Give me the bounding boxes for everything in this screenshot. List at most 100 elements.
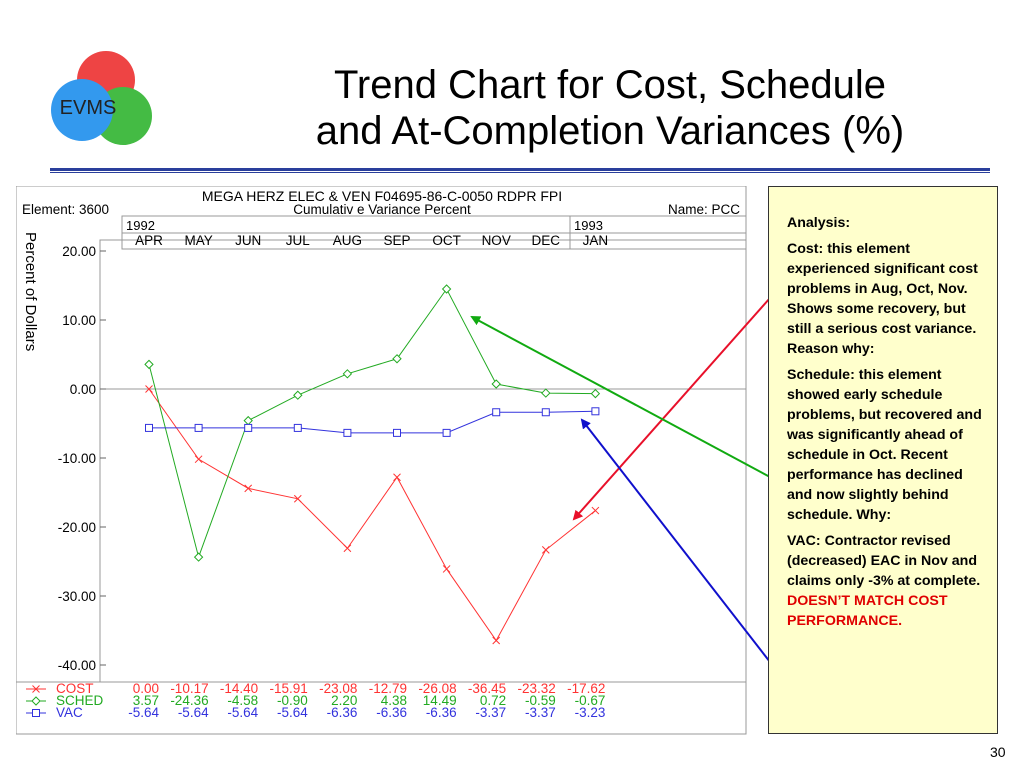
y-tick-label: 10.00 xyxy=(62,313,96,328)
sched-point xyxy=(590,388,601,399)
vac-value-label: -6.36 xyxy=(327,705,358,720)
sched-point xyxy=(193,552,204,562)
vac-point xyxy=(145,423,153,432)
cost-value-label: -17.62 xyxy=(567,681,605,696)
sched-value-label: -0.90 xyxy=(277,693,308,708)
sched-value-label: 14.49 xyxy=(423,693,457,708)
slide-title: Trend Chart for Cost, Schedule and At-Co… xyxy=(240,62,980,154)
sched-legend-name: SCHED xyxy=(56,693,104,708)
cost-point xyxy=(343,544,352,553)
vac-value-label: -6.36 xyxy=(376,705,407,720)
y-tick-label: -40.00 xyxy=(58,658,96,673)
month-label-nov: NOV xyxy=(482,233,511,248)
vac-point xyxy=(492,408,501,417)
vac-value-label: -5.64 xyxy=(227,705,258,720)
sched-value-label: 0.72 xyxy=(480,693,506,708)
vac-legend-name: VAC xyxy=(56,705,83,720)
vac-point xyxy=(541,408,550,417)
schedule-arrow xyxy=(470,316,771,478)
cost-arrow xyxy=(572,297,771,521)
sched-value-label: 2.20 xyxy=(331,693,357,708)
cost-value-label: -23.08 xyxy=(319,681,357,696)
vac-value-label: -3.37 xyxy=(475,705,506,720)
analysis-heading: Analysis: xyxy=(787,215,851,231)
sched-point xyxy=(392,354,402,364)
vac-value-label: -3.37 xyxy=(525,705,556,720)
month-label-jan: JAN xyxy=(583,233,609,248)
cost-point xyxy=(194,455,203,464)
evms-logo: EVMS xyxy=(51,51,152,145)
vac-point xyxy=(591,407,600,416)
cost-value-label: -12.79 xyxy=(369,681,407,696)
vac-value-label: -5.64 xyxy=(128,705,159,720)
title-divider-thin xyxy=(50,172,990,173)
sched-series-line xyxy=(148,288,596,559)
sched-value-label: -0.59 xyxy=(525,693,556,708)
trend-chart: MEGA HERZ ELEC & VEN F04695-86-C-0050 RD… xyxy=(16,186,747,735)
sched-point xyxy=(541,388,551,398)
y-tick-label: 0.00 xyxy=(70,382,96,397)
month-label-dec: DEC xyxy=(532,233,561,248)
analysis-cost: Cost: this element experienced significa… xyxy=(787,241,978,357)
legend-layer: COST 0.00 -10.17 -14.40 -15.91 -23.08 -12.79 -2… xyxy=(26,681,605,720)
month-label-apr: APR xyxy=(135,233,163,248)
vac-value-label: -6.36 xyxy=(426,705,457,720)
chart-element-label: Element: 3600 xyxy=(22,202,109,217)
cost-point xyxy=(145,385,153,393)
title-line-1: Trend Chart for Cost, Schedule xyxy=(333,63,887,107)
cost-value-label: -15.91 xyxy=(270,681,308,696)
vac-point xyxy=(244,423,253,432)
analysis-schedule: Schedule: this element showed early sche… xyxy=(787,367,982,523)
cost-series-line xyxy=(148,388,596,642)
cost-value-label: -23.32 xyxy=(518,681,556,696)
vac-point xyxy=(442,428,451,437)
chart-name-label: Name: PCC xyxy=(668,202,740,217)
chart-header-line1: MEGA HERZ ELEC & VEN F04695-86-C-0050 RD… xyxy=(202,188,562,204)
chart-frame xyxy=(16,186,747,735)
vac-point xyxy=(293,423,302,432)
cost-point xyxy=(591,506,600,515)
analysis-vac-text: VAC: Contractor revised (decreased) EAC … xyxy=(787,533,981,589)
sched-legend-marker xyxy=(31,696,41,706)
cost-point xyxy=(541,546,550,554)
series-layer xyxy=(144,284,601,645)
vac-legend-marker xyxy=(32,709,40,717)
month-label-sep: SEP xyxy=(383,233,410,248)
sched-point xyxy=(491,379,501,389)
cost-point xyxy=(293,494,302,503)
year-1993-label: 1993 xyxy=(574,218,603,233)
sched-value-label: 4.38 xyxy=(381,693,407,708)
legend-table xyxy=(16,681,747,735)
cost-value-label: -36.45 xyxy=(468,681,506,696)
sched-point xyxy=(144,359,154,370)
cost-value-label: -26.08 xyxy=(418,681,456,696)
y-axis-ticks: 20.00 10.00 0.00 -10.00 -20.00 -30.00 -40.00 xyxy=(58,244,106,673)
vac-point xyxy=(343,428,352,437)
sched-value-label: -24.36 xyxy=(170,693,208,708)
vac-value-label: -3.23 xyxy=(575,705,606,720)
sched-point xyxy=(342,369,353,379)
sched-point xyxy=(441,284,452,294)
y-axis-label: Percent of Dollars xyxy=(22,232,39,351)
y-tick-label: 20.00 xyxy=(62,244,96,259)
cost-value-label: -10.17 xyxy=(170,681,208,696)
month-label-oct: OCT xyxy=(432,233,461,248)
analysis-vac: VAC: Contractor revised (decreased) EAC … xyxy=(787,531,983,631)
logo-text: EVMS xyxy=(60,97,117,119)
month-label-may: MAY xyxy=(184,233,212,248)
cost-legend-name: COST xyxy=(56,681,94,696)
analysis-warning: DOESN’T MATCH COST PERFORMANCE. xyxy=(787,593,948,629)
vac-point xyxy=(194,423,203,432)
y-tick-label: -20.00 xyxy=(58,520,96,535)
cost-legend-marker xyxy=(32,685,40,693)
month-label-jun: JUN xyxy=(235,233,261,248)
vac-value-label: -5.64 xyxy=(277,705,308,720)
cost-value-label: 0.00 xyxy=(133,681,159,696)
vac-point xyxy=(393,428,401,437)
month-labels: APR MAY JUN JUL AUG SEP OCT NOV DEC JAN xyxy=(135,233,608,248)
sched-value-label: 3.57 xyxy=(133,693,159,708)
logo-blue-circle xyxy=(51,79,113,141)
cost-point xyxy=(492,636,501,645)
month-label-aug: AUG xyxy=(333,233,362,248)
